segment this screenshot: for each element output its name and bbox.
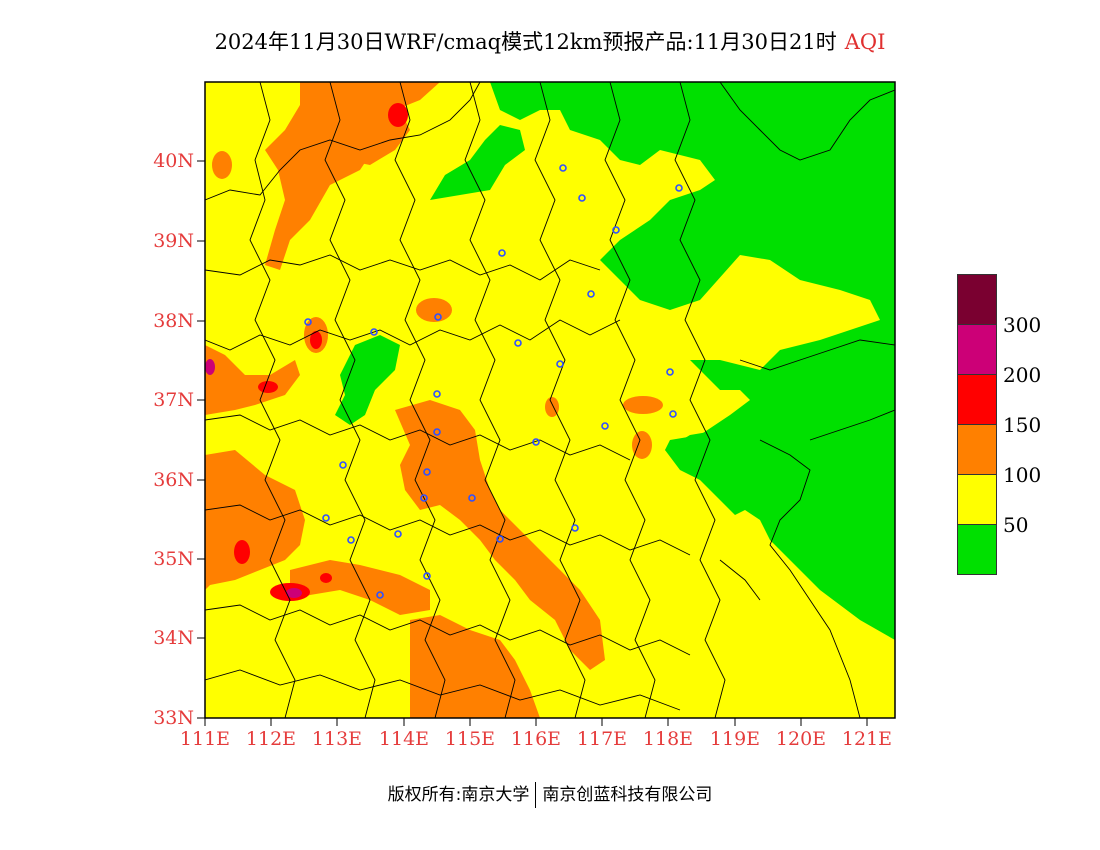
copyright-company: 南京创蓝科技有限公司 [542, 785, 713, 805]
city-marker [669, 410, 677, 418]
legend-swatch-unhealthy [957, 374, 997, 424]
city-marker [304, 318, 312, 326]
aqi-zone-good-east [665, 420, 780, 480]
aqi-zone-unhealthy [320, 573, 332, 583]
map-title: 2024年11月30日WRF/cmaq模式12km预报产品:11月30日21时 A… [0, 26, 1100, 56]
lon-tick-label: 120E [775, 728, 827, 750]
lat-tick-label: 33N [153, 707, 194, 729]
legend-label: 50 [1003, 513, 1029, 537]
lon-tick-label: 114E [378, 728, 430, 750]
admin-borders [205, 82, 895, 718]
lat-tick-label: 40N [153, 150, 194, 172]
city-marker [587, 290, 595, 298]
city-marker [433, 428, 441, 436]
title-text: 2024年11月30日WRF/cmaq模式12km预报产品:11月30日21时 [214, 30, 837, 54]
aqi-zone-unhealthy [258, 381, 278, 393]
legend-swatch-hazardous [957, 274, 997, 324]
lat-tick-label: 39N [153, 230, 194, 252]
lat-tick-label: 37N [153, 389, 194, 411]
aqi-zone-usg-blob [623, 396, 663, 414]
lon-tick-label: 118E [642, 728, 694, 750]
city-markers [304, 164, 683, 599]
city-marker [322, 514, 330, 522]
aqi-zone-good-north [430, 125, 525, 200]
city-marker [578, 194, 586, 202]
city-marker [433, 390, 441, 398]
aqi-zone-usg-southwest [205, 450, 305, 590]
city-marker [347, 536, 355, 544]
aqi-zone-usg-south [410, 615, 540, 718]
lat-tick-label: 36N [153, 469, 194, 491]
title-aqi-tag: AQI [844, 30, 886, 54]
aqi-zone-unhealthy [310, 331, 322, 349]
city-marker [376, 591, 384, 599]
footer-separator [535, 782, 537, 808]
city-marker [498, 249, 506, 257]
city-marker [675, 184, 683, 192]
lat-tick-label: 35N [153, 548, 194, 570]
legend-swatch-moderate [957, 474, 997, 524]
lon-tick-label: 119E [709, 728, 761, 750]
aqi-zone-unhealthy [388, 103, 408, 127]
city-marker [666, 368, 674, 376]
lon-tick-label: 115E [444, 728, 496, 750]
aqi-zone-usg-north [265, 82, 440, 270]
aqi-zone-unhealthy [234, 540, 250, 564]
lon-tick-label: 117E [576, 728, 628, 750]
city-marker [423, 572, 431, 580]
aqi-zone-usg-blob [416, 298, 452, 322]
aqi-zone-usg-west [205, 345, 300, 415]
city-marker [420, 494, 428, 502]
city-marker [601, 422, 609, 430]
city-marker [434, 313, 442, 321]
city-marker [423, 468, 431, 476]
lon-tick-label: 112E [245, 728, 297, 750]
city-marker [468, 494, 476, 502]
city-marker [559, 164, 567, 172]
legend-label: 300 [1003, 313, 1042, 337]
aqi-zone-usg-blob [212, 151, 232, 179]
lon-tick-label: 121E [841, 728, 893, 750]
lon-tick-label: 111E [179, 728, 231, 750]
aqi-zone-very-unhealthy [286, 588, 302, 598]
city-marker [496, 535, 504, 543]
lat-tick-label: 38N [153, 310, 194, 332]
copyright-owner: 版权所有:南京大学 [387, 785, 530, 805]
axis-ticks [197, 160, 868, 726]
copyright-footer: 版权所有:南京大学 南京创蓝科技有限公司 [0, 780, 1100, 808]
aqi-zone-good-northeast [490, 82, 895, 640]
city-marker [339, 461, 347, 469]
lon-tick-label: 116E [510, 728, 562, 750]
aqi-zone-usg-blob [632, 431, 652, 459]
legend-label: 200 [1003, 363, 1042, 387]
city-marker [571, 524, 579, 532]
aqi-zone-good-west [335, 335, 400, 425]
city-marker [532, 438, 540, 446]
legend-label: 100 [1003, 463, 1042, 487]
city-marker [394, 530, 402, 538]
city-marker [514, 339, 522, 347]
lat-tick-label: 34N [153, 627, 194, 649]
city-marker [556, 360, 564, 368]
legend-swatch-good [957, 524, 997, 575]
aqi-legend [957, 274, 997, 575]
city-marker [612, 226, 620, 234]
aqi-zone-very-unhealthy [205, 359, 215, 375]
lon-tick-label: 113E [311, 728, 363, 750]
city-marker [370, 328, 378, 336]
legend-swatch-usg [957, 424, 997, 474]
legend-label: 150 [1003, 413, 1042, 437]
legend-swatch-very-unhealthy [957, 324, 997, 374]
